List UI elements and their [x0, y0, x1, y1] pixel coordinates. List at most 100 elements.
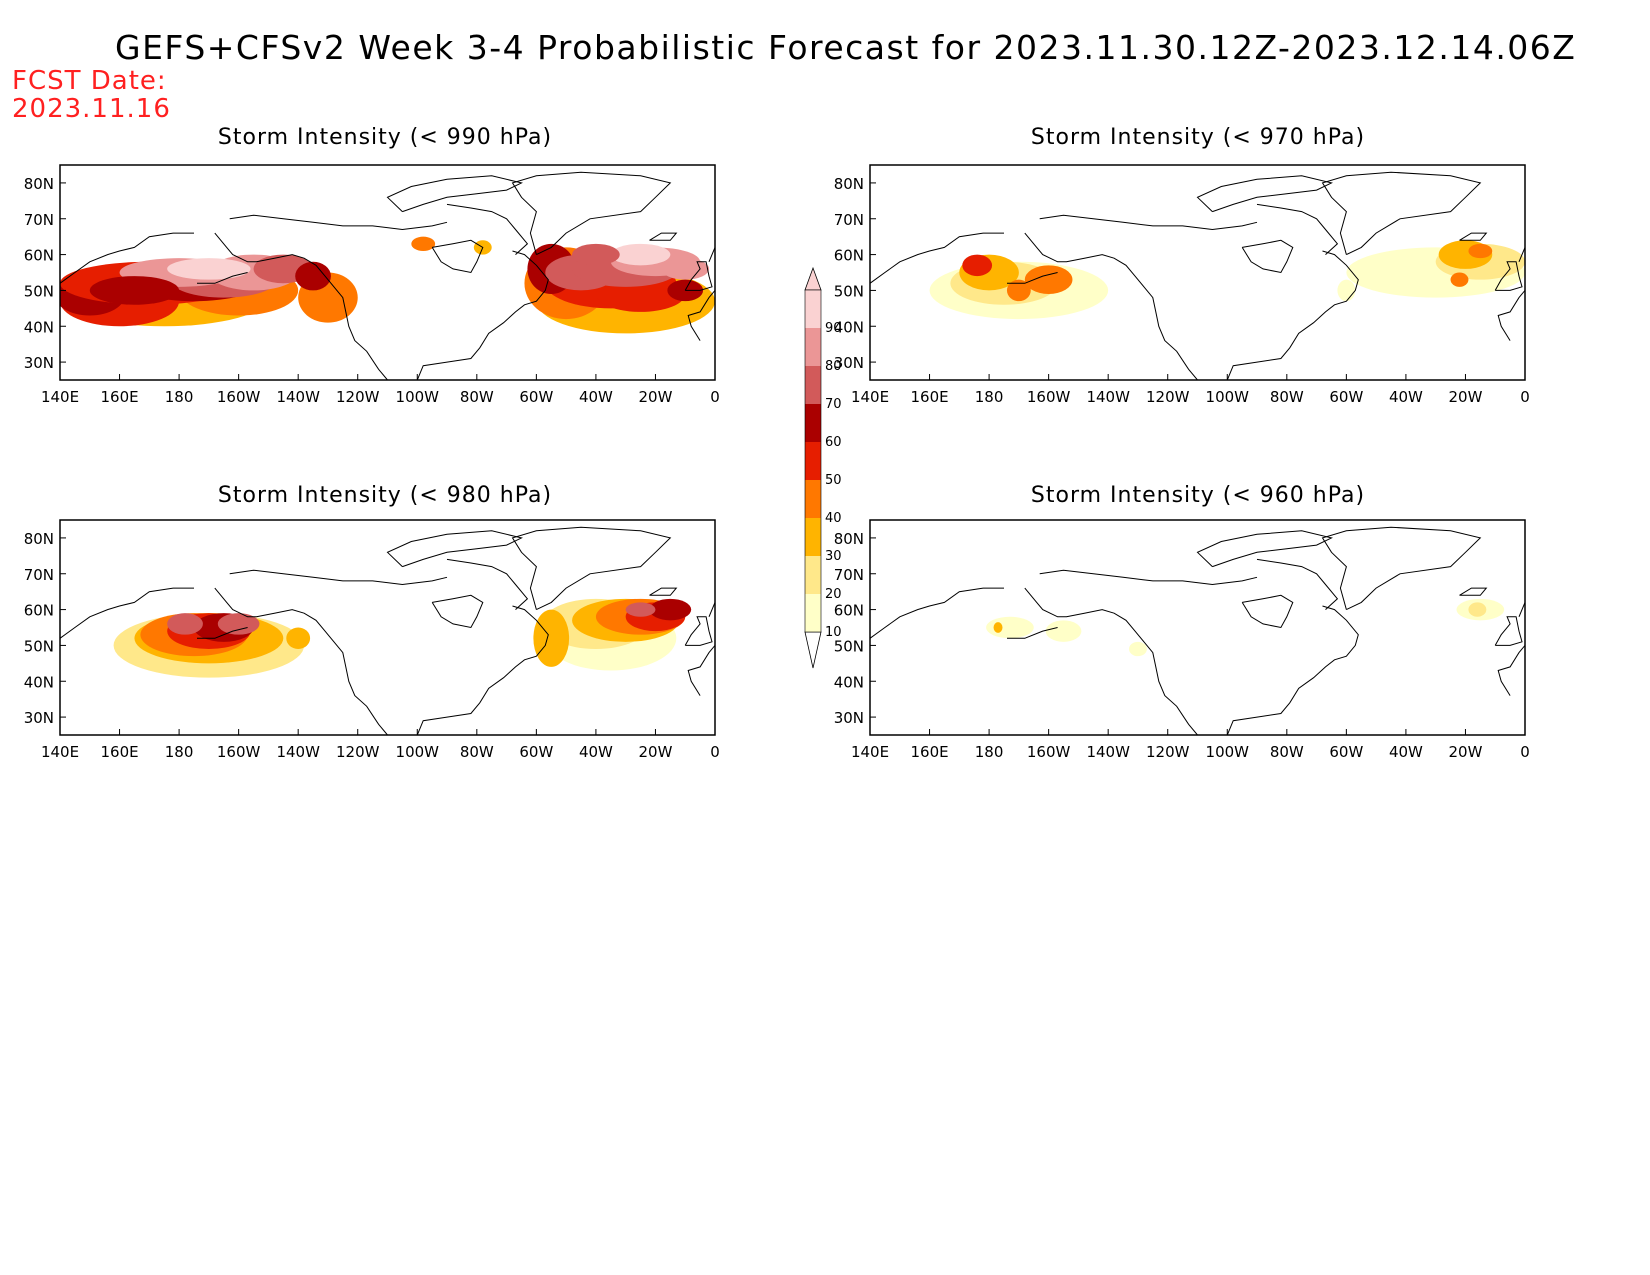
lon-tick-label: 180 — [165, 743, 194, 761]
colorbar-label: 20 — [825, 587, 842, 602]
probability-contour — [1006, 279, 1031, 302]
coastline — [1241, 594, 1294, 629]
colorbar-segment — [805, 328, 821, 366]
probability-field — [986, 598, 1505, 657]
coastline — [1497, 645, 1525, 696]
lat-tick-label: 30N — [24, 354, 54, 372]
coastline — [1518, 602, 1525, 617]
map-panel-990: 140E 160E 180 160W 140W 120W 100W 80W 60W 40W 20W 0… — [24, 164, 720, 406]
lon-tick-label: 120W — [336, 743, 380, 761]
coastline — [416, 250, 549, 380]
probability-contour — [993, 622, 1003, 633]
probability-contour — [661, 258, 710, 280]
coastline — [687, 645, 715, 696]
lon-tick-label: 0 — [710, 743, 720, 761]
lon-tick-label: 20W — [1448, 743, 1482, 761]
colorbar-segment — [805, 480, 821, 518]
colorbar-segment — [805, 290, 821, 328]
coastline — [229, 214, 448, 231]
lat-tick-label: 30N — [834, 709, 864, 727]
coastline — [386, 175, 523, 213]
lon-tick-label: 60W — [519, 743, 553, 761]
coastline — [60, 232, 194, 284]
lon-tick-label: 40W — [1389, 743, 1423, 761]
coastline — [1196, 175, 1333, 213]
coastline — [1459, 232, 1488, 241]
map-frame — [869, 164, 1526, 381]
coastline — [649, 587, 678, 596]
map-panel-960: 140E 160E 180 160W 140W 120W 100W 80W 60W 40W 20W 0… — [834, 519, 1530, 761]
lon-tick-label: 140E — [41, 743, 79, 761]
probability-contour — [217, 613, 260, 635]
panel-title-970: Storm Intensity (< 970 hPa) — [1030, 125, 1366, 150]
coastline — [214, 587, 388, 735]
coastline — [197, 272, 248, 284]
coastline — [687, 290, 715, 341]
lat-tick-label: 40N — [834, 673, 864, 691]
lon-tick-label: 120W — [1146, 743, 1190, 761]
panel-title-960: Storm Intensity (< 960 hPa) — [1030, 483, 1366, 508]
colorbar: 10 20 30 40 50 60 70 80 90 — [804, 266, 842, 669]
lon-tick-label: 120W — [336, 388, 380, 406]
colorbar-label: 80 — [825, 359, 842, 374]
coastline — [446, 558, 529, 610]
coastline — [431, 239, 484, 274]
probability-contour — [167, 258, 251, 280]
probability-field — [60, 236, 715, 334]
probability-contour — [625, 602, 656, 617]
coastline — [229, 569, 448, 586]
probability-contour — [649, 598, 692, 621]
lon-tick-label: 40W — [1389, 388, 1423, 406]
lon-tick-label: 80W — [1270, 743, 1304, 761]
lat-tick-label: 40N — [24, 318, 54, 336]
coastline — [1321, 526, 1482, 611]
coastline — [1039, 214, 1258, 231]
lon-tick-label: 140W — [1086, 743, 1130, 761]
lat-tick-label: 80N — [24, 530, 54, 548]
coastline — [431, 594, 484, 629]
coastlines — [870, 171, 1525, 380]
map-frame — [59, 519, 716, 736]
coastline — [870, 587, 1004, 639]
colorbar-label: 90 — [825, 321, 842, 336]
coastline — [684, 261, 713, 291]
lon-tick-label: 40W — [579, 388, 613, 406]
lat-tick-label: 40N — [24, 673, 54, 691]
colorbar-label: 50 — [825, 473, 842, 488]
lon-tick-label: 140W — [1086, 388, 1130, 406]
coastline — [1494, 261, 1523, 291]
coastline — [1497, 290, 1525, 341]
colorbar-label: 40 — [825, 511, 842, 526]
coastline — [708, 247, 715, 262]
lat-tick-label: 60N — [834, 602, 864, 620]
coastlines — [870, 526, 1525, 735]
lat-tick-label: 50N — [24, 282, 54, 300]
lat-tick-label: 70N — [834, 211, 864, 229]
coastline — [1241, 239, 1294, 274]
lat-tick-label: 70N — [834, 566, 864, 584]
lat-tick-label: 80N — [24, 175, 54, 193]
lon-tick-label: 100W — [396, 743, 440, 761]
coastline — [214, 232, 388, 380]
coastline — [1518, 247, 1525, 262]
probability-field — [929, 240, 1525, 320]
colorbar-segment — [805, 442, 821, 480]
lon-tick-label: 80W — [1270, 388, 1304, 406]
map-frame — [869, 519, 1526, 736]
main-title: GEFS+CFSv2 Week 3-4 Probabilistic Foreca… — [115, 28, 1577, 67]
lon-tick-label: 160E — [910, 743, 948, 761]
colorbar-segment — [805, 556, 821, 594]
coastline — [1024, 587, 1198, 735]
probability-contour — [1450, 272, 1469, 287]
lat-tick-label: 50N — [24, 637, 54, 655]
probability-contour — [533, 609, 570, 667]
coastline — [684, 616, 713, 646]
lon-tick-label: 180 — [975, 388, 1004, 406]
coastline — [1196, 530, 1333, 568]
lat-tick-label: 70N — [24, 566, 54, 584]
coastlines — [60, 171, 715, 380]
lon-tick-label: 20W — [638, 388, 672, 406]
probability-contour — [1468, 602, 1487, 617]
map-background — [870, 520, 1525, 735]
panel-title-980: Storm Intensity (< 980 hPa) — [217, 483, 553, 508]
